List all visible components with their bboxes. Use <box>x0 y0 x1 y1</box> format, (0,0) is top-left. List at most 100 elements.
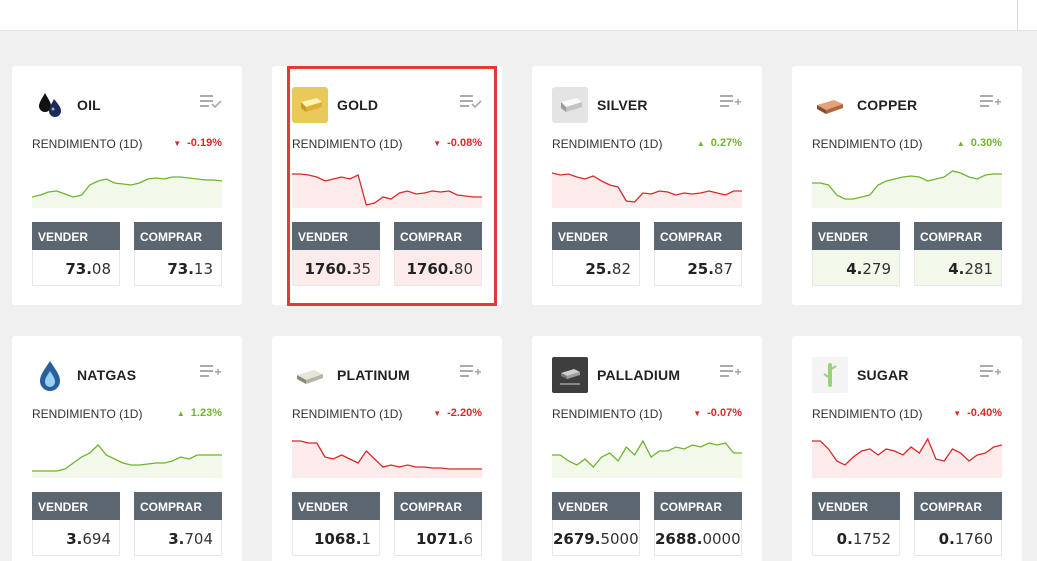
sparkline-chart <box>552 439 742 478</box>
sell-button[interactable]: VENDER 2679.5000 <box>552 492 640 556</box>
performance-label: RENDIMIENTO (1D) <box>292 407 403 421</box>
sell-button[interactable]: VENDER 4.279 <box>812 222 900 286</box>
sell-label: VENDER <box>292 492 380 520</box>
sell-price: 73.08 <box>32 250 120 286</box>
buy-button[interactable]: COMPRAR 3.704 <box>134 492 222 556</box>
sell-price-tail: 279 <box>862 260 891 278</box>
buy-price-main: 1760. <box>406 260 454 278</box>
watchlist-add-icon[interactable] <box>720 364 742 380</box>
buy-button[interactable]: COMPRAR 25.87 <box>654 222 742 286</box>
instrument-name[interactable]: SUGAR <box>857 367 909 383</box>
sell-price-tail: 5000 <box>600 530 639 548</box>
sparkline-area <box>552 441 742 478</box>
sparkline-line <box>292 440 482 470</box>
gold-bar-icon <box>292 87 328 123</box>
instrument-name[interactable]: SILVER <box>597 97 648 113</box>
buy-price: 25.87 <box>654 250 742 286</box>
change-percent: ▼ -2.20% <box>433 407 482 419</box>
copper-bar-icon <box>812 87 848 123</box>
instrument-name[interactable]: OIL <box>77 97 101 113</box>
instrument-card-copper[interactable]: COPPER RENDIMIENTO (1D) ▲ 0.30% VENDER 4… <box>792 66 1022 305</box>
buy-price: 3.704 <box>134 520 222 556</box>
buy-price-tail: 80 <box>453 260 473 278</box>
sparkline-chart <box>32 176 222 208</box>
change-value: -0.07% <box>707 407 742 419</box>
triangle-up-icon: ▲ <box>696 138 705 148</box>
sell-label: VENDER <box>812 492 900 520</box>
instrument-card-silver[interactable]: SILVER RENDIMIENTO (1D) ▲ 0.27% VENDER 2… <box>532 66 762 305</box>
buy-label: COMPRAR <box>654 492 742 520</box>
sparkline-line <box>812 437 1002 466</box>
buy-price: 0.1760 <box>914 520 1002 556</box>
instrument-card-natgas[interactable]: NATGAS RENDIMIENTO (1D) ▲ 1.23% VENDER 3… <box>12 336 242 561</box>
sell-button[interactable]: VENDER 1068.1 <box>292 492 380 556</box>
performance-label: RENDIMIENTO (1D) <box>812 407 923 421</box>
instrument-name[interactable]: PLATINUM <box>337 367 410 383</box>
buy-label: COMPRAR <box>914 492 1002 520</box>
sell-price-main: 2679. <box>553 530 601 548</box>
sell-button[interactable]: VENDER 73.08 <box>32 222 120 286</box>
change-value: -0.19% <box>187 137 222 149</box>
instrument-card-platinum[interactable]: PLATINUM RENDIMIENTO (1D) ▼ -2.20% VENDE… <box>272 336 502 561</box>
triangle-down-icon: ▼ <box>433 138 442 148</box>
watchlist-add-icon[interactable] <box>980 94 1002 110</box>
buy-button[interactable]: COMPRAR 73.13 <box>134 222 222 286</box>
instrument-card-gold[interactable]: GOLD RENDIMIENTO (1D) ▼ -0.08% VENDER 17… <box>272 66 502 306</box>
sell-price-tail: 35 <box>351 260 371 278</box>
change-percent: ▼ -0.19% <box>173 137 222 149</box>
buy-price-tail: 6 <box>463 530 473 548</box>
buy-button[interactable]: COMPRAR 0.1760 <box>914 492 1002 556</box>
instrument-card-sugar[interactable]: SUGAR RENDIMIENTO (1D) ▼ -0.40% VENDER 0… <box>792 336 1022 561</box>
buy-button[interactable]: COMPRAR 1760.80 <box>394 222 482 286</box>
sparkline-line <box>552 172 742 203</box>
buy-button[interactable]: COMPRAR 1071.6 <box>394 492 482 556</box>
sell-price-main: 0. <box>836 530 853 548</box>
top-bar-divider <box>1017 0 1018 31</box>
sell-price-tail: 08 <box>91 260 111 278</box>
sell-button[interactable]: VENDER 0.1752 <box>812 492 900 556</box>
buy-price-main: 73. <box>167 260 194 278</box>
sparkline-chart <box>812 170 1002 208</box>
sparkline-area <box>552 173 742 208</box>
sparkline-line <box>32 444 222 472</box>
buy-price: 1760.80 <box>394 250 482 286</box>
performance-label: RENDIMIENTO (1D) <box>812 137 923 151</box>
instrument-name[interactable]: NATGAS <box>77 367 137 383</box>
buy-price-main: 3. <box>168 530 185 548</box>
sparkline-line <box>32 176 222 198</box>
buy-price-main: 25. <box>687 260 714 278</box>
palladium-bar-icon <box>552 357 588 393</box>
buy-price-main: 4. <box>948 260 965 278</box>
buy-label: COMPRAR <box>394 492 482 520</box>
watchlist-check-icon[interactable] <box>460 94 482 110</box>
instrument-name[interactable]: COPPER <box>857 97 918 113</box>
buy-price-tail: 704 <box>184 530 213 548</box>
watchlist-add-icon[interactable] <box>720 94 742 110</box>
triangle-down-icon: ▼ <box>173 138 182 148</box>
performance-label: RENDIMIENTO (1D) <box>32 407 143 421</box>
watchlist-add-icon[interactable] <box>460 364 482 380</box>
sparkline-area <box>812 171 1002 208</box>
sell-button[interactable]: VENDER 3.694 <box>32 492 120 556</box>
sell-price-main: 1068. <box>314 530 362 548</box>
sparkline-chart <box>552 172 742 208</box>
sell-label: VENDER <box>32 492 120 520</box>
instrument-name[interactable]: GOLD <box>337 97 379 113</box>
watchlist-check-icon[interactable] <box>200 94 222 110</box>
sell-button[interactable]: VENDER 1760.35 <box>292 222 380 286</box>
buy-button[interactable]: COMPRAR 4.281 <box>914 222 1002 286</box>
instrument-card-oil[interactable]: OIL RENDIMIENTO (1D) ▼ -0.19% VENDER 73.… <box>12 66 242 305</box>
instrument-name[interactable]: PALLADIUM <box>597 367 681 383</box>
sparkline-line <box>812 170 1002 200</box>
buy-price-tail: 1760 <box>954 530 993 548</box>
buy-button[interactable]: COMPRAR 2688.0000 <box>654 492 742 556</box>
watchlist-add-icon[interactable] <box>200 364 222 380</box>
sell-price-tail: 1752 <box>852 530 891 548</box>
instrument-card-palladium[interactable]: PALLADIUM RENDIMIENTO (1D) ▼ -0.07% VEND… <box>532 336 762 561</box>
triangle-up-icon: ▲ <box>956 138 965 148</box>
buy-label: COMPRAR <box>914 222 1002 250</box>
sell-price: 0.1752 <box>812 520 900 556</box>
sell-button[interactable]: VENDER 25.82 <box>552 222 640 286</box>
watchlist-add-icon[interactable] <box>980 364 1002 380</box>
platinum-bar-icon <box>292 357 328 393</box>
